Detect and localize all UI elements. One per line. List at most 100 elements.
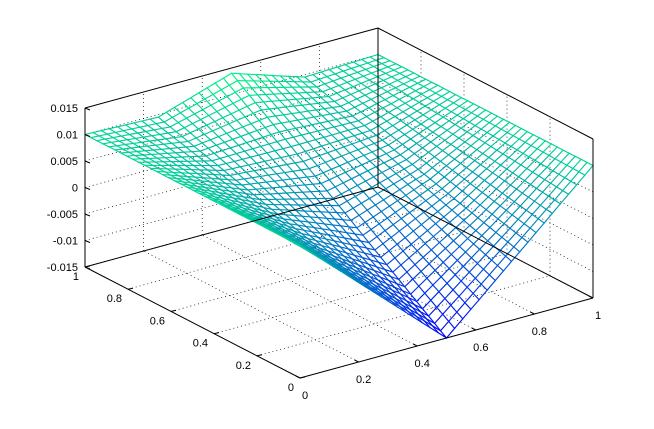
mesh-segment [356,98,364,104]
mesh-segment [336,92,344,99]
mesh-segment [387,173,397,179]
mesh-segment [163,116,173,123]
mesh-segment [140,140,151,143]
mesh-segment [296,236,304,242]
mesh-segment [432,235,440,244]
mesh-segment [126,155,134,160]
mesh-segment [475,187,483,194]
mesh-segment [164,157,172,163]
mesh-segment [402,83,411,88]
mesh-segment [519,205,527,211]
mesh-segment [330,263,340,269]
mesh-segment [461,232,469,240]
mesh-segment [546,158,556,168]
mesh-segment [369,125,380,132]
mesh-segment [368,236,378,244]
mesh-segment [400,86,411,92]
mesh-segment [521,227,531,239]
mesh-segment [316,161,326,167]
mesh-segment [404,128,414,136]
mesh-segment [374,249,382,258]
mesh-segment [568,184,578,195]
mesh-segment [366,247,374,256]
mesh-segment [386,257,396,266]
mesh-segment [486,168,494,174]
mesh-segment [472,283,482,294]
mesh-segment [282,234,290,240]
mesh-segment [383,285,393,291]
mesh-segment [110,141,118,147]
mesh-segment [244,213,252,219]
mesh-segment [339,132,347,139]
mesh-segment [192,179,200,185]
mesh-segment [361,160,371,166]
mesh-segment [510,138,520,147]
mesh-segment [128,151,136,157]
mesh-segment [533,200,541,206]
mesh-segment [108,145,118,148]
mesh-segment [502,153,510,159]
mesh-segment [320,71,328,78]
mesh-segment [400,115,410,122]
mesh-segment [376,236,384,245]
mesh-segment [220,189,228,195]
mesh-segment [385,69,395,74]
mesh-segment [252,207,260,213]
mesh-segment [92,132,100,137]
mesh-segment [339,246,349,250]
mesh-segment [112,137,120,142]
mesh-segment [466,125,476,133]
mesh-segment [210,104,218,113]
mesh-segment [472,292,480,301]
mesh-segment [355,125,366,129]
mesh-segment [407,297,416,306]
mesh-segment [325,126,335,130]
mesh-segment [329,112,339,115]
mesh-segment [501,192,509,198]
mesh-segment [350,219,358,229]
mesh-segment [482,145,492,155]
mesh-segment [271,100,279,109]
mesh-segment [163,142,173,145]
mesh-segment [324,83,332,90]
mesh-segment [438,241,446,249]
mesh-segment [475,222,485,232]
mesh-segment [412,224,423,232]
mesh-segment [370,223,380,231]
mesh-segment [340,193,348,202]
mesh-segment [204,98,212,106]
mesh-segment [407,148,415,155]
mesh-segment [552,161,562,172]
mesh-segment [291,111,301,115]
mesh-segment [379,276,387,285]
mesh-segment [399,183,409,191]
mesh-segment [332,80,340,87]
mesh-segment [386,120,394,127]
mesh-segment [343,237,354,241]
mesh-segment [291,86,299,94]
mesh-segment [460,127,468,133]
mesh-segment [281,93,289,101]
mesh-segment [495,188,503,194]
mesh-segment [392,264,402,273]
mesh-segment [476,254,487,265]
mesh-segment [122,128,133,132]
mesh-segment [254,101,265,104]
mesh-segment [578,171,586,176]
mesh-segment [484,109,493,114]
mesh-segment [166,152,177,154]
mesh-segment [442,111,452,118]
mesh-segment [206,194,214,199]
mesh-segment [377,156,385,164]
mesh-segment [408,115,416,121]
mesh-segment [411,200,419,208]
mesh-segment [307,237,317,242]
mesh-segment [558,164,568,175]
mesh-segment [499,250,507,257]
mesh-segment [432,228,443,238]
mesh-segment [362,234,370,244]
mesh-segment [337,112,345,119]
mesh-segment [227,153,237,157]
mesh-segment [364,90,374,96]
mesh-segment [253,170,261,177]
